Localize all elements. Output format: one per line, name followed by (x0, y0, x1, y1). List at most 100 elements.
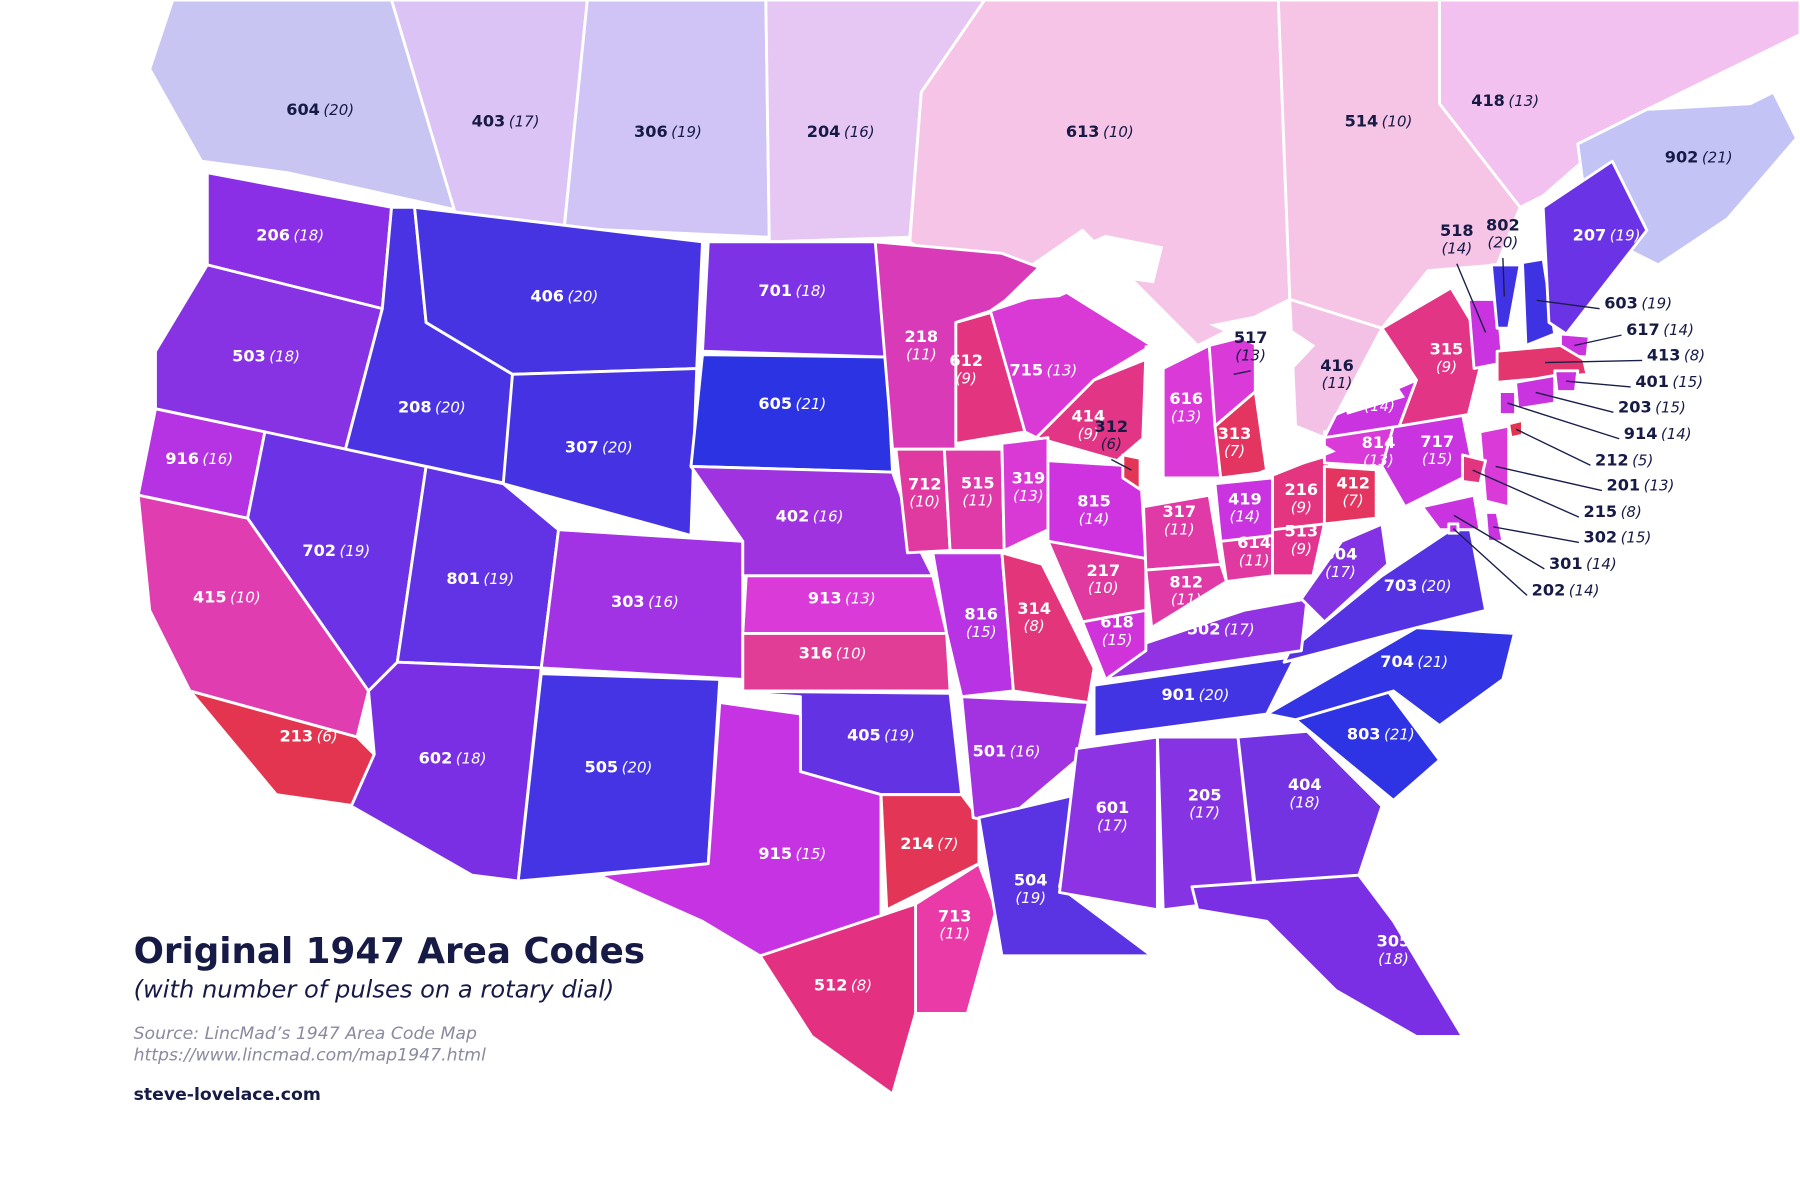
area-region (395, 464, 560, 670)
area-label: 605 (21) (758, 394, 826, 413)
area-label: 201 (13) (1607, 476, 1675, 495)
area-region (1380, 286, 1488, 428)
area-label: 208 (20) (398, 397, 466, 416)
pulse-count: (17) (509, 113, 540, 131)
area-label: 204 (16) (807, 122, 875, 141)
area-code: 405 (847, 725, 881, 744)
pulse-count: (6) (317, 728, 338, 746)
area-label: 702 (19) (302, 541, 370, 560)
area-label: 501 (16) (973, 742, 1041, 761)
pulse-count: (11) (906, 345, 937, 363)
area-code: 812 (1169, 572, 1203, 591)
pulse-count: (15) (1621, 528, 1652, 546)
area-code: 504 (1014, 871, 1048, 890)
area-code: 302 (1583, 527, 1617, 546)
area-code: 614 (1237, 533, 1271, 552)
pulse-count: (16) (202, 450, 233, 468)
area-code: 513 (1285, 522, 1319, 541)
leader-line (1574, 334, 1622, 347)
pulse-count: (9) (1291, 540, 1312, 558)
area-code: 505 (585, 758, 619, 777)
area-code: 304 (1324, 545, 1358, 564)
labels: 604 (20)403 (17)306 (19) 204 (16) 613 (10)514 (1… (165, 91, 1732, 994)
area-code: 814 (1362, 433, 1396, 452)
area-code: 313 (1218, 424, 1252, 443)
lake-huron (1209, 313, 1316, 383)
area-code: 401 (1635, 372, 1669, 391)
area-region (1282, 516, 1488, 664)
area-region (1478, 424, 1511, 509)
area-label: 913 (13) (808, 588, 876, 607)
area-region (1420, 493, 1482, 532)
area-label: 212 (5) (1595, 450, 1653, 469)
area-region (758, 902, 917, 1096)
pulse-count: (8) (1024, 617, 1045, 635)
area-code: 404 (1288, 775, 1322, 794)
area-code: 603 (1604, 294, 1638, 313)
leader-line (1535, 391, 1614, 413)
pulse-count: (19) (1015, 889, 1046, 907)
pulse-count: (19) (1610, 227, 1641, 245)
legend-block: Original 1947 Area Codes (with number of… (134, 931, 645, 1105)
leader-line (1456, 263, 1487, 333)
pulse-count: (19) (483, 570, 514, 588)
leader-line (1495, 465, 1603, 492)
area-code: 418 (1471, 91, 1505, 110)
area-code: 617 (1626, 320, 1660, 339)
pulse-count: (13) (845, 589, 876, 607)
area-code: 204 (807, 122, 841, 141)
great-lakes (1001, 234, 1405, 480)
area-label: 715 (13) (1009, 360, 1077, 379)
area-code: 416 (1320, 356, 1354, 375)
area-label: 602 (18) (419, 749, 487, 768)
area-code: 602 (419, 749, 453, 768)
area-region (1507, 418, 1524, 440)
area-code: 314 (1017, 599, 1051, 618)
pulse-count: (11) (939, 925, 970, 943)
area-code: 215 (1583, 502, 1617, 521)
area-code: 402 (776, 507, 810, 526)
pulse-count: (8) (1621, 503, 1642, 521)
area-code: 208 (398, 397, 432, 416)
area-region (960, 695, 1090, 825)
area-label: 604 (20) (286, 100, 354, 119)
area-code: 915 (758, 844, 792, 863)
pulse-count: (17) (1325, 563, 1356, 581)
area-region (1000, 551, 1096, 704)
pulse-count: (8) (1684, 346, 1705, 364)
area-code: 414 (1071, 406, 1105, 425)
area-label: 303 (16) (611, 592, 679, 611)
pulse-count: (14) (1441, 239, 1472, 257)
pulse-count: (20) (1199, 686, 1230, 704)
area-code: 901 (1161, 685, 1195, 704)
pulse-count: (5) (1632, 451, 1653, 469)
pulse-count: (21) (1702, 148, 1733, 166)
leader-line (1545, 359, 1643, 364)
area-label: 406 (20) (530, 287, 598, 306)
area-code: 201 (1607, 476, 1641, 495)
pulse-count: (19) (884, 726, 915, 744)
area-region (1265, 626, 1516, 727)
area-label: 413 (8) (1647, 345, 1705, 364)
area-code: 801 (446, 569, 480, 588)
pulse-count: (13) (1047, 361, 1078, 379)
area-code: 618 (1100, 613, 1134, 632)
area-label: 418 (13) (1471, 91, 1539, 110)
area-label: 514 (10) (1345, 112, 1413, 131)
area-code: 301 (1549, 554, 1583, 573)
area-code: 412 (1336, 473, 1370, 492)
pulse-count: (20) (602, 439, 633, 457)
area-region (1521, 257, 1557, 347)
area-region (1190, 873, 1465, 1038)
pulse-count: (7) (937, 835, 958, 853)
area-code: 217 (1086, 561, 1120, 580)
pulse-count: (15) (796, 845, 827, 863)
area-code: 319 (1012, 469, 1046, 488)
area-code: 601 (1096, 798, 1130, 817)
pulse-count: (14) (1569, 581, 1600, 599)
area-region (1322, 464, 1378, 526)
pulse-count: (19) (1641, 295, 1672, 313)
area-code: 202 (1532, 580, 1566, 599)
pulse-count: (18) (1289, 793, 1320, 811)
